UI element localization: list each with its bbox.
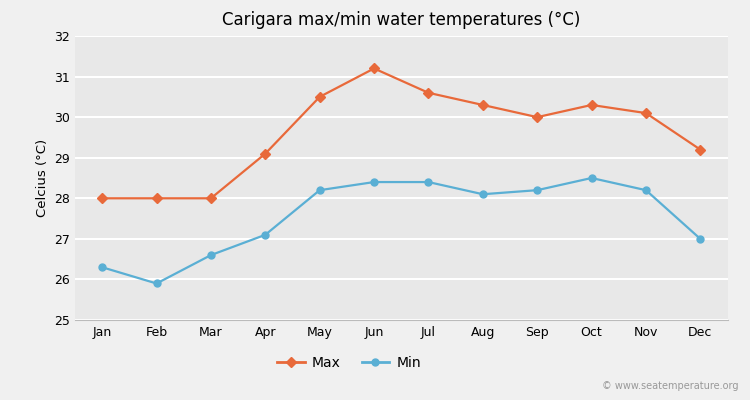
Legend: Max, Min: Max, Min	[272, 350, 427, 376]
Text: © www.seatemperature.org: © www.seatemperature.org	[602, 381, 739, 391]
Title: Carigara max/min water temperatures (°C): Carigara max/min water temperatures (°C)	[222, 11, 580, 29]
Y-axis label: Celcius (°C): Celcius (°C)	[36, 139, 49, 217]
